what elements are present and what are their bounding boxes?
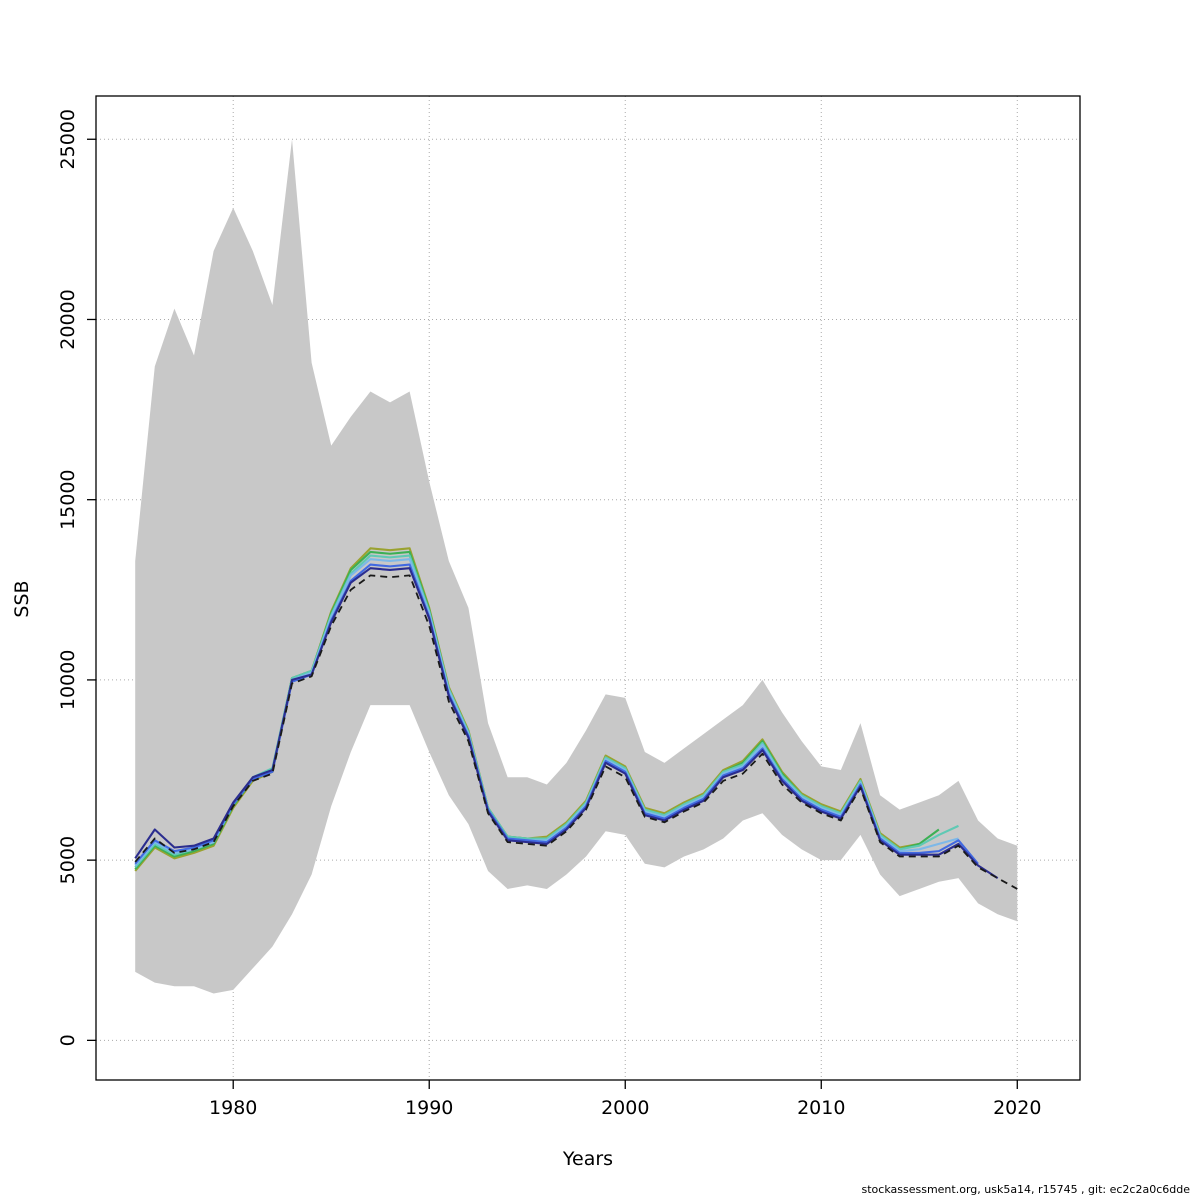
x-tick-label: 2000 xyxy=(601,1097,649,1119)
confidence-band xyxy=(135,139,1018,994)
y-tick-label: 20000 xyxy=(57,289,79,349)
x-tick-label: 1990 xyxy=(405,1097,453,1119)
y-tick-label: 15000 xyxy=(57,469,79,529)
plot-border xyxy=(95,95,1081,1081)
y-tick-label: 25000 xyxy=(57,109,79,169)
x-tick-label: 2010 xyxy=(797,1097,845,1119)
y-axis-title: SSB xyxy=(11,580,33,618)
y-tick-label: 0 xyxy=(57,1034,79,1046)
series-line-5 xyxy=(134,567,999,880)
y-tick-label: 5000 xyxy=(57,836,79,884)
y-tick-label: 10000 xyxy=(57,650,79,710)
x-axis-title: Years xyxy=(562,1148,614,1170)
x-tick-label: 1980 xyxy=(209,1097,257,1119)
footer-attribution: stockassessment.org, usk5a14, r15745 , g… xyxy=(861,1183,1190,1196)
x-tick-label: 2020 xyxy=(993,1097,1041,1119)
